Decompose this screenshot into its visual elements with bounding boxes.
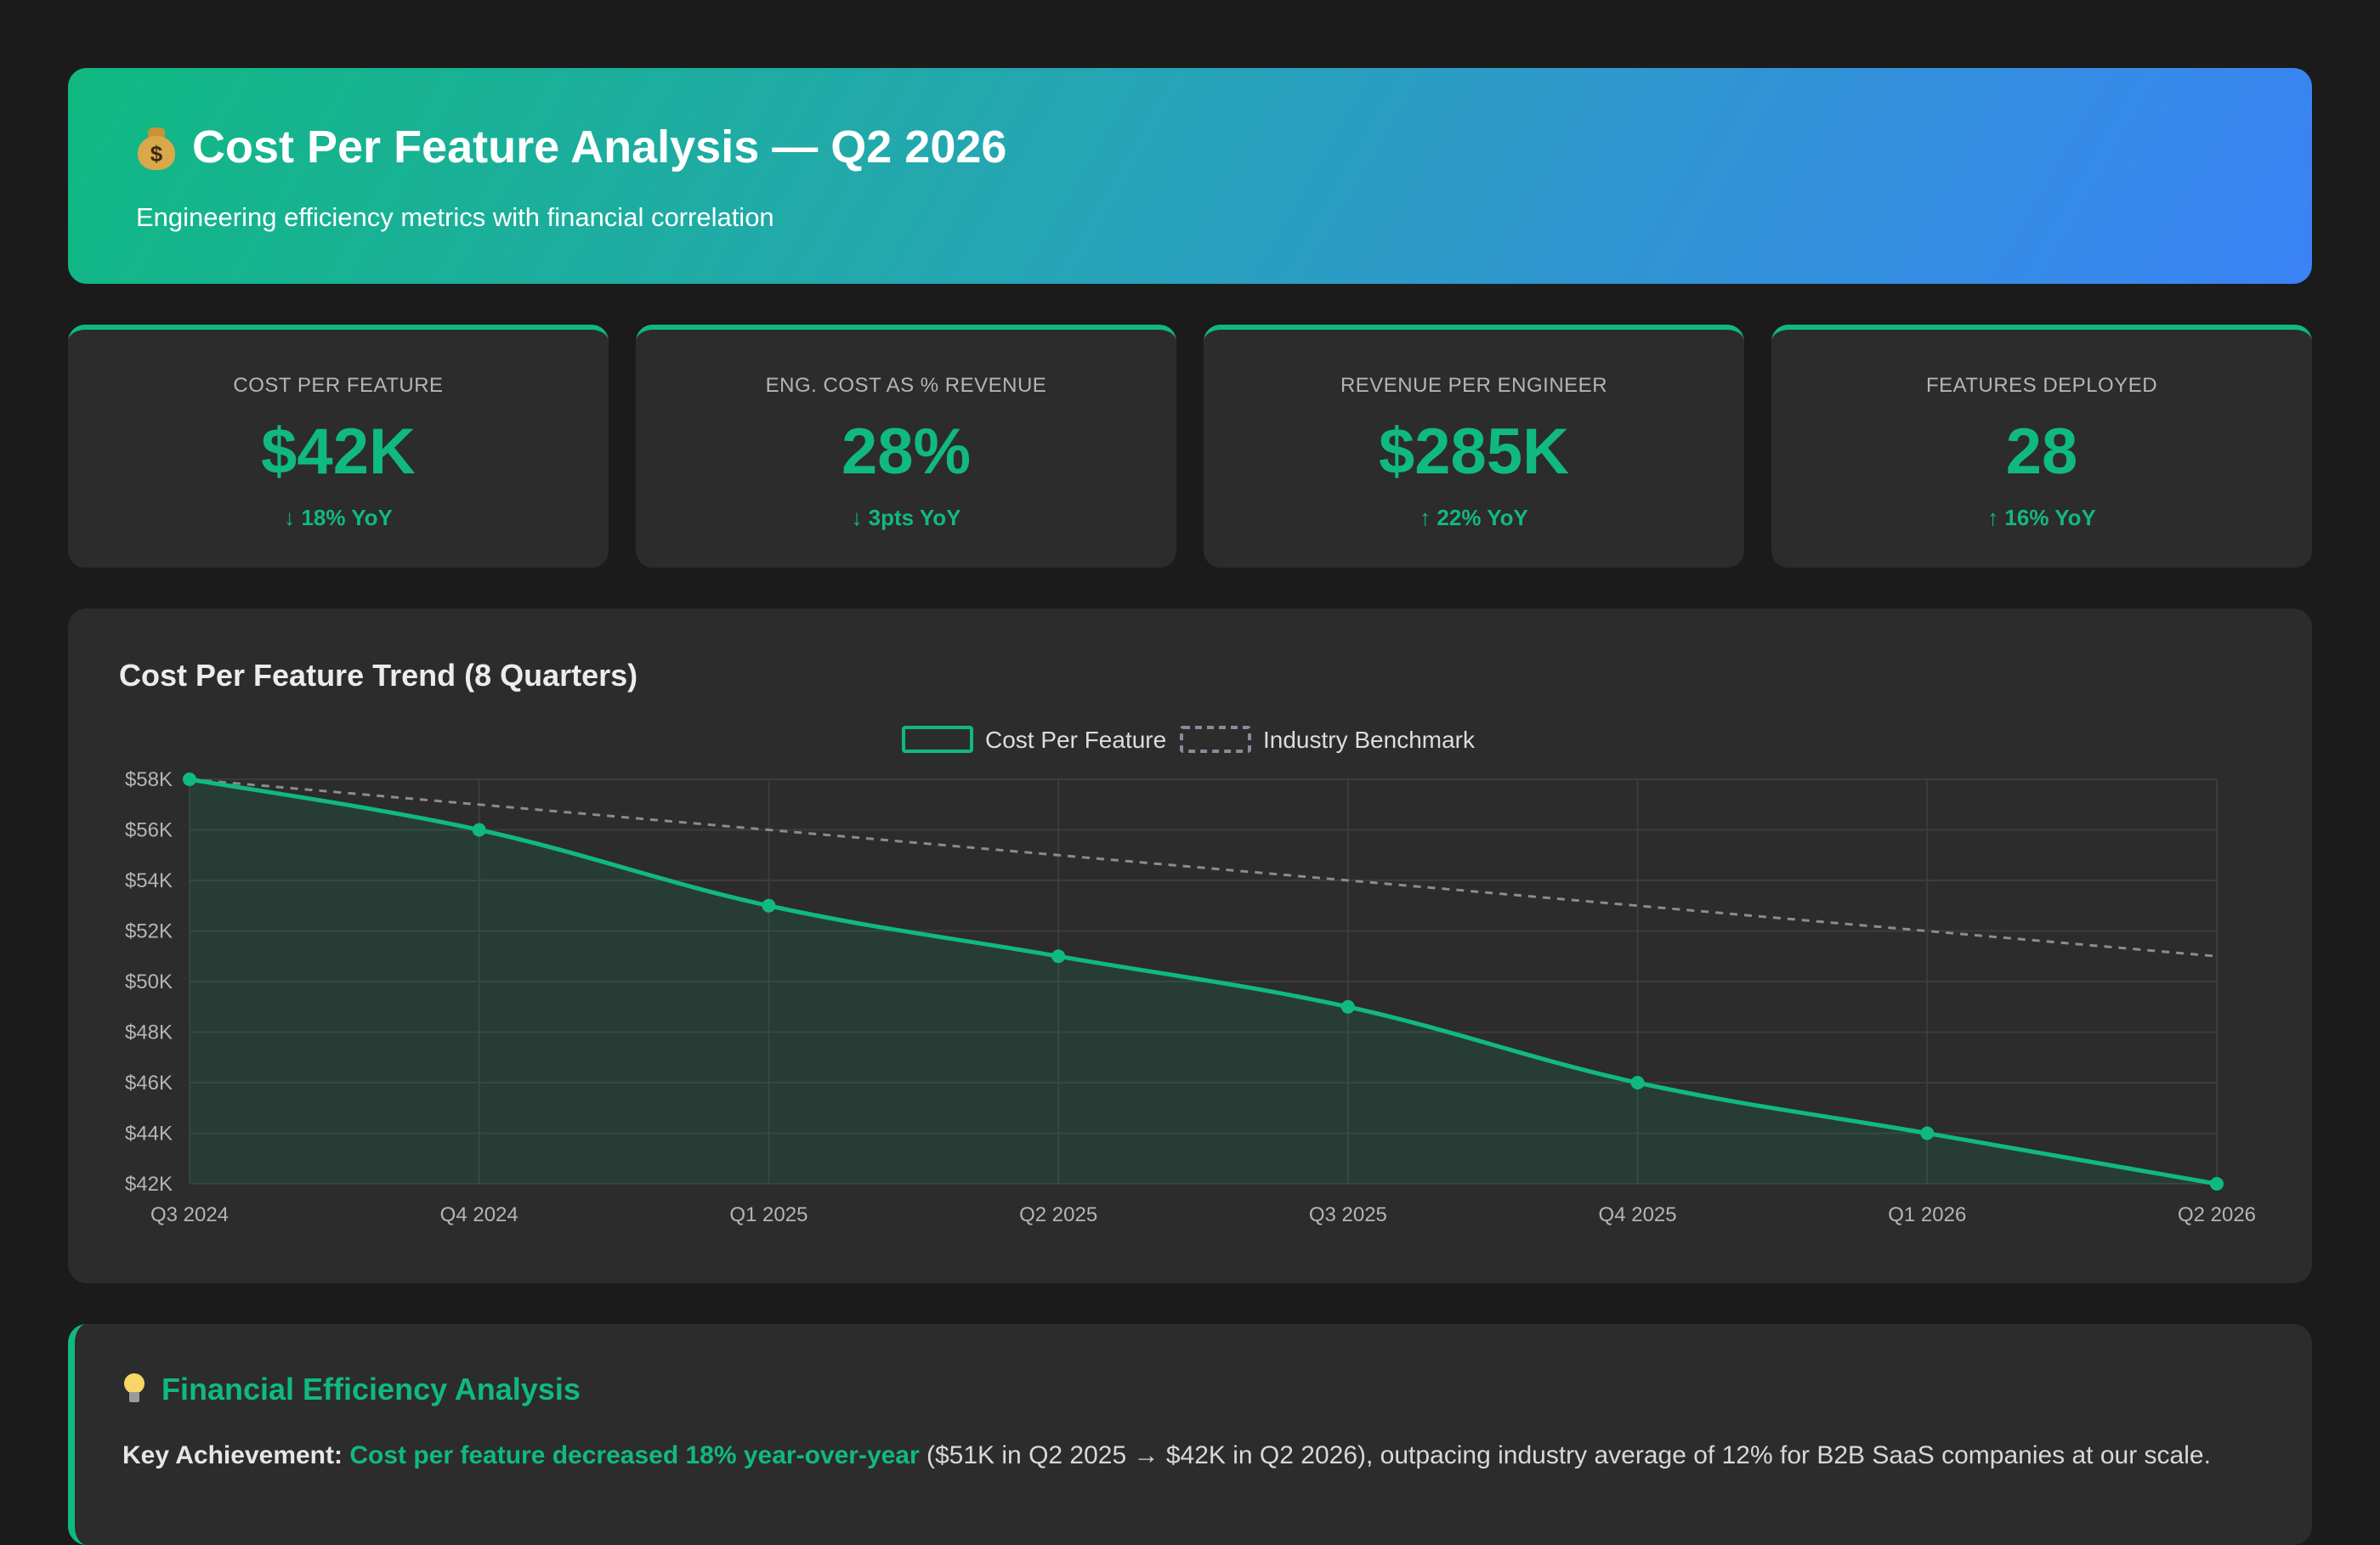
kpi-change: ↓ 3pts YoY bbox=[851, 505, 961, 530]
data-point bbox=[1920, 1126, 1935, 1140]
x-tick-label: Q2 2026 bbox=[2178, 1203, 2256, 1226]
x-tick-label: Q2 2025 bbox=[1019, 1203, 1097, 1226]
chart-title: Cost Per Feature Trend (8 Quarters) bbox=[119, 658, 638, 693]
kpi-card-features-deployed: FEATURES DEPLOYED 28 ↑ 16% YoY bbox=[1771, 325, 2312, 568]
x-tick-label: Q4 2024 bbox=[440, 1203, 518, 1226]
page-title: $ Cost Per Feature Analysis — Q2 2026 bbox=[136, 121, 1006, 173]
cost-trend-chart: $58K $56K $54K $52K $50K $48K $46K $44K $42K Q3 2… bbox=[125, 726, 2256, 1226]
analysis-title-text: Financial Efficiency Analysis bbox=[162, 1372, 581, 1406]
analysis-title: Financial Efficiency Analysis bbox=[122, 1372, 581, 1407]
chart-card: Cost Per Feature Trend (8 Quarters) $58K… bbox=[68, 608, 2312, 1283]
y-tick-label: $50K bbox=[125, 971, 173, 993]
kpi-change: ↓ 18% YoY bbox=[284, 505, 393, 530]
kpi-change: ↑ 22% YoY bbox=[1420, 505, 1528, 530]
y-tick-label: $42K bbox=[125, 1173, 173, 1196]
kpi-value: 28 bbox=[2005, 416, 2078, 488]
kpi-label: COST PER FEATURE bbox=[233, 374, 444, 397]
x-tick-label: Q1 2025 bbox=[729, 1203, 808, 1226]
page-title-text: Cost Per Feature Analysis — Q2 2026 bbox=[192, 122, 1007, 173]
series-line-industry-benchmark bbox=[189, 778, 2218, 958]
kpi-card-cost-per-feature: COST PER FEATURE $42K ↓ 18% YoY bbox=[68, 325, 609, 568]
y-tick-label: $58K bbox=[125, 768, 173, 791]
kpi-value: $42K bbox=[261, 416, 416, 488]
data-point bbox=[762, 898, 776, 913]
dashboard-header: $ Cost Per Feature Analysis — Q2 2026 En… bbox=[68, 68, 2312, 284]
analysis-body: ($51K in Q2 2025 → $42K in Q2 2026), out… bbox=[919, 1441, 2211, 1469]
y-tick-label: $48K bbox=[125, 1022, 173, 1044]
data-point bbox=[1340, 999, 1355, 1014]
y-tick-label: $52K bbox=[125, 920, 173, 943]
y-tick-label: $56K bbox=[125, 819, 173, 842]
analysis-card: Financial Efficiency Analysis Key Achiev… bbox=[68, 1324, 2312, 1545]
kpi-label: FEATURES DEPLOYED bbox=[1925, 374, 2158, 397]
data-point bbox=[1051, 949, 1066, 964]
kpi-card-eng-cost-revenue: ENG. COST AS % REVENUE 28% ↓ 3pts YoY bbox=[636, 325, 1176, 568]
x-tick-label: Q3 2024 bbox=[150, 1203, 229, 1226]
legend-label-industry-benchmark: Industry Benchmark bbox=[1263, 727, 1476, 753]
data-point bbox=[183, 772, 196, 786]
kpi-value: 28% bbox=[841, 416, 972, 488]
y-tick-label: $46K bbox=[125, 1072, 173, 1095]
lightbulb-icon bbox=[122, 1373, 146, 1406]
kpi-value: $285K bbox=[1379, 416, 1569, 488]
data-point bbox=[1630, 1076, 1645, 1089]
data-point bbox=[2210, 1177, 2224, 1191]
series-line-cost-per-feature bbox=[189, 777, 2218, 1186]
kpi-label: REVENUE PER ENGINEER bbox=[1340, 374, 1608, 397]
kpi-change: ↑ 16% YoY bbox=[1987, 505, 2096, 530]
legend-swatch-cost-per-feature bbox=[902, 726, 973, 753]
analysis-highlight: Cost per feature decreased 18% year-over… bbox=[349, 1441, 920, 1469]
page-subtitle: Engineering efficiency metrics with fina… bbox=[136, 202, 774, 232]
analysis-text: Key Achievement: Cost per feature decrea… bbox=[122, 1441, 2278, 1470]
legend-swatch-industry-benchmark bbox=[1180, 726, 1251, 753]
x-tick-label: Q1 2026 bbox=[1888, 1203, 1966, 1226]
y-tick-label: $54K bbox=[125, 869, 173, 892]
kpi-label: ENG. COST AS % REVENUE bbox=[765, 374, 1047, 397]
analysis-lead: Key Achievement: bbox=[122, 1441, 343, 1469]
money-bag-icon: $ bbox=[136, 124, 177, 170]
x-tick-label: Q3 2025 bbox=[1309, 1203, 1387, 1226]
y-tick-label: $44K bbox=[125, 1123, 173, 1146]
x-tick-label: Q4 2025 bbox=[1599, 1203, 1677, 1226]
kpi-card-revenue-per-engineer: REVENUE PER ENGINEER $285K ↑ 22% YoY bbox=[1204, 325, 1744, 568]
legend-label-cost-per-feature: Cost Per Feature bbox=[985, 727, 1166, 753]
data-point bbox=[472, 823, 486, 837]
